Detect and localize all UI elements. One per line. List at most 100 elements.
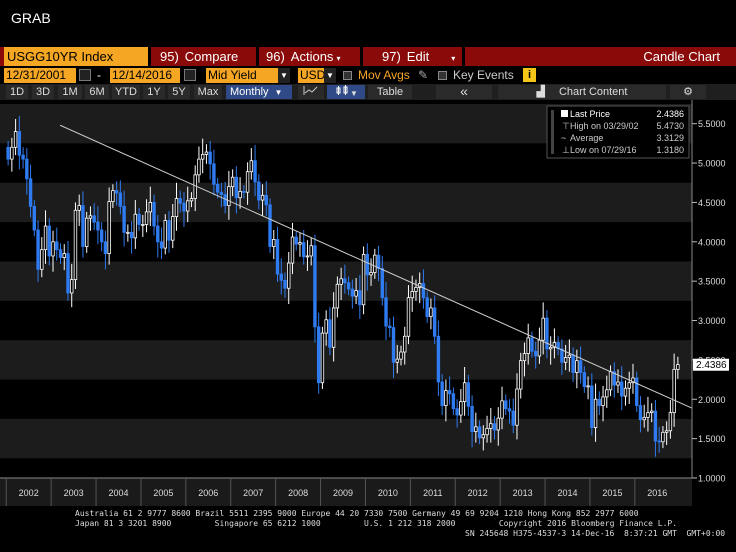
legend-high-value: 5.4730	[656, 121, 684, 131]
legend-low-label: Low on 07/29/16	[570, 145, 637, 155]
line-chart-icon[interactable]	[298, 85, 324, 99]
candle-body	[399, 351, 403, 360]
x-axis: 2002 2003 2004 2005 2006 2007 2008 2009 2010 2011…	[0, 477, 692, 506]
y-tick-label: 5.0000	[698, 159, 726, 169]
toolbar-separator	[148, 47, 151, 66]
footer-line-1: Australia 61 2 9777 8600 Brazil 5511 239…	[75, 509, 639, 518]
chevron-down-icon[interactable]: ▼	[324, 68, 336, 83]
grid-band	[0, 418, 692, 459]
chevron-down-icon[interactable]: ▼	[278, 68, 290, 83]
legend-scrollbar[interactable]	[551, 110, 554, 154]
actions-button[interactable]: 96) Actions ▾	[266, 47, 356, 66]
candle-body	[593, 398, 598, 429]
candlestick-chart[interactable]: 1.00001.50002.00002.50003.00003.50004.00…	[0, 100, 736, 506]
range-1y[interactable]: 1Y	[143, 85, 165, 99]
candle-body	[126, 231, 130, 234]
candle-body	[230, 176, 235, 188]
candle-body	[55, 241, 59, 251]
mov-avgs-checkbox[interactable]	[343, 71, 352, 80]
candle-body	[507, 408, 512, 412]
candle-body	[623, 387, 628, 397]
candle-body	[358, 290, 362, 306]
candle-body	[530, 337, 534, 352]
period-select[interactable]: Monthly ▼	[226, 85, 292, 99]
candle-body	[432, 307, 437, 337]
candle-body	[17, 131, 22, 156]
candle-body	[103, 241, 108, 255]
chart-type-label[interactable]: Candle Chart	[643, 49, 720, 64]
calendar-icon[interactable]	[79, 69, 91, 81]
candle-body	[380, 268, 384, 299]
footer-line-3: SN 245648 H375-4537-3 14-Dec-16 8:37:21 …	[465, 529, 726, 538]
key-events-label[interactable]: Key Events	[453, 68, 514, 82]
candle-body	[635, 377, 639, 406]
x-axis-background	[0, 478, 692, 506]
candle-body	[167, 220, 171, 241]
range-ytd[interactable]: YTD	[112, 85, 140, 99]
candle-body	[73, 209, 78, 280]
candle-body	[515, 388, 519, 426]
candle-body	[279, 273, 283, 281]
candle-body	[642, 416, 646, 421]
candle-body	[81, 205, 85, 247]
candle-body	[77, 205, 81, 211]
candle-body	[470, 405, 474, 432]
candle-body	[137, 213, 141, 225]
candle-body	[414, 287, 418, 292]
gear-icon[interactable]: ⚙	[670, 85, 706, 99]
chevron-down-icon: ▼	[350, 89, 358, 98]
chart-content-button[interactable]: ▟ Chart Content	[498, 85, 666, 99]
info-icon[interactable]: i	[523, 68, 536, 82]
field-select[interactable]: Mid Yield	[206, 68, 278, 83]
legend-box[interactable]: Last Price 2.4386 ⊤ High on 03/29/02 5.4…	[546, 105, 690, 159]
end-date-input[interactable]: 12/14/2016	[110, 68, 180, 83]
trendline[interactable]	[59, 124, 694, 410]
candle-body	[245, 171, 250, 193]
candle-body	[563, 357, 568, 363]
start-date-input[interactable]: 12/31/2001	[4, 68, 76, 83]
candle-body	[294, 236, 298, 245]
candle-body	[361, 253, 366, 306]
chart-content-icon: ▟	[536, 86, 545, 98]
mov-avgs-label[interactable]: Mov Avgs	[358, 68, 410, 82]
candle-body	[627, 382, 631, 389]
ticker-input[interactable]: USGG10YR Index	[4, 47, 148, 66]
currency-select[interactable]: USD	[298, 68, 326, 83]
compare-button[interactable]: 95) Compare	[160, 47, 255, 66]
candle-body	[253, 160, 257, 183]
candle-body	[582, 372, 587, 388]
candle-body	[646, 412, 650, 418]
range-6m[interactable]: 6M	[85, 85, 109, 99]
candle-body	[144, 211, 149, 225]
candle-body	[335, 283, 340, 309]
candle-body	[133, 213, 138, 239]
edit-number: 97)	[382, 49, 401, 64]
range-1m[interactable]: 1M	[58, 85, 82, 99]
edit-button[interactable]: 97) Edit ▾	[382, 47, 460, 66]
candle-body	[331, 307, 336, 348]
candle-body	[309, 245, 313, 257]
calendar-icon[interactable]	[184, 69, 196, 81]
pencil-icon[interactable]: ✎	[418, 68, 429, 82]
y-tick-label: 5.5000	[698, 119, 726, 129]
high-marker-icon: ⊤	[562, 121, 570, 131]
candle-chart-icon[interactable]: ▼	[327, 85, 365, 99]
collapse-button[interactable]: «	[436, 84, 492, 99]
candle-body	[620, 381, 624, 397]
toolbar-separator	[462, 47, 465, 66]
last-price-marker: 2.4386	[693, 358, 729, 371]
range-1d[interactable]: 1D	[6, 85, 28, 99]
candle-body	[459, 401, 463, 416]
candle-body	[447, 390, 452, 395]
table-button[interactable]: Table	[368, 85, 412, 99]
candle-body	[369, 272, 373, 276]
candle-body	[384, 297, 388, 327]
candle-body	[631, 377, 635, 384]
edit-dropdown-icon: ▾	[451, 54, 456, 63]
x-tick-label: 2004	[108, 488, 128, 498]
range-3d[interactable]: 3D	[32, 85, 54, 99]
range-max[interactable]: Max	[194, 85, 222, 99]
legend-last-label: Last Price	[570, 109, 610, 119]
key-events-checkbox[interactable]	[438, 71, 447, 80]
range-5y[interactable]: 5Y	[168, 85, 190, 99]
